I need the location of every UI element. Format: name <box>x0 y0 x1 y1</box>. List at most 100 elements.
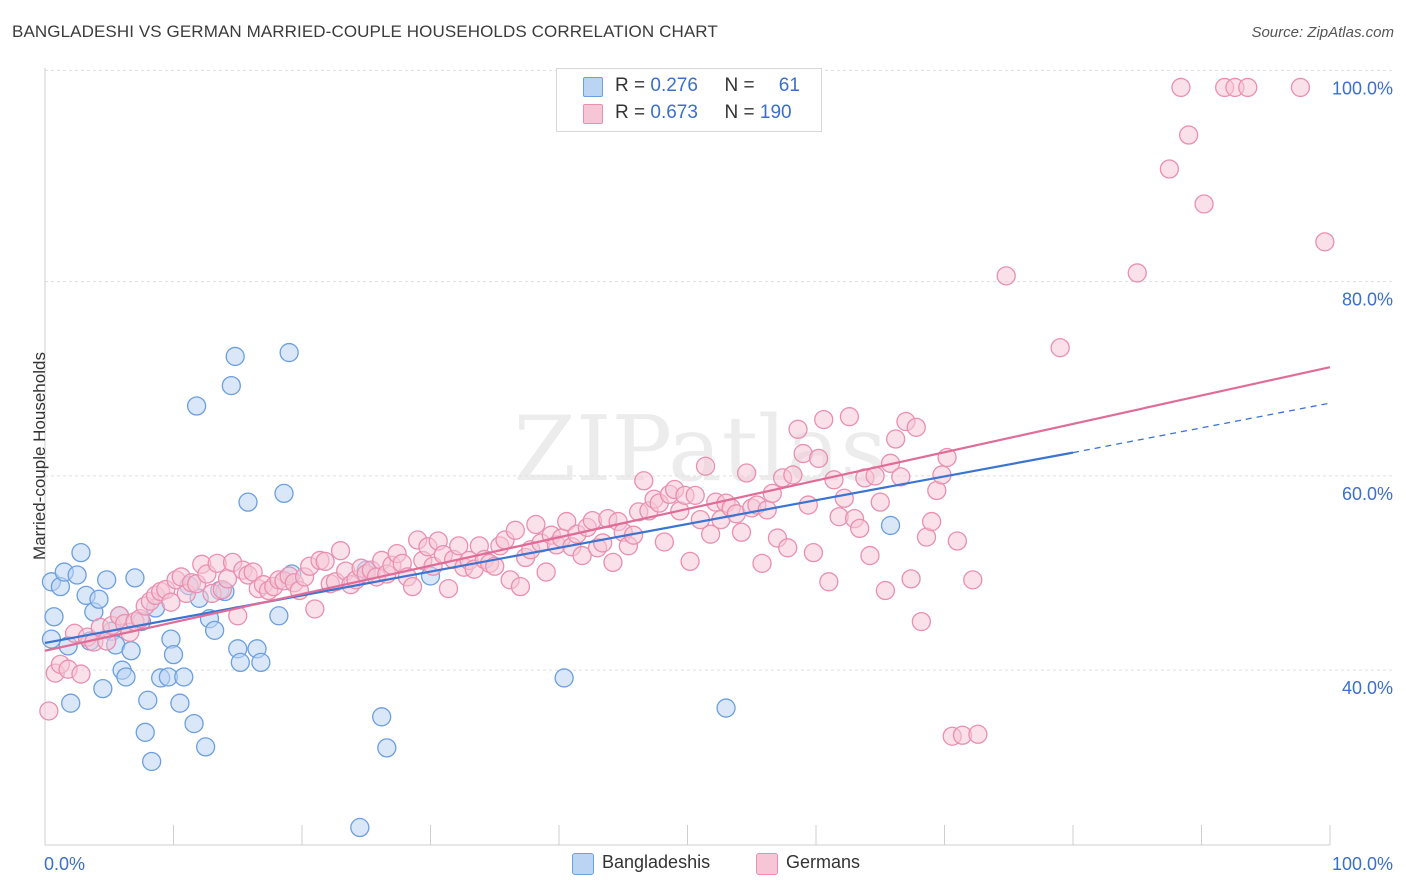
chart-title: BANGLADESHI VS GERMAN MARRIED-COUPLE HOU… <box>12 22 718 41</box>
bangladeshi-point <box>195 737 216 757</box>
german-point <box>968 724 988 744</box>
bangladeshi-point <box>880 515 901 536</box>
german-point <box>875 580 896 601</box>
data-points <box>39 77 1335 838</box>
german-point <box>1159 159 1180 179</box>
bangladeshi-point <box>41 629 62 649</box>
n-value: 190 <box>759 102 792 123</box>
r-value: 0.673 <box>650 102 698 123</box>
bangladeshi-point <box>89 589 109 609</box>
german-point <box>778 538 798 558</box>
bangladeshi-point <box>279 342 299 363</box>
y-tick-label: 40.0% <box>1342 678 1393 698</box>
bangladeshi-point <box>135 722 155 742</box>
bangladeshi-point <box>163 644 184 665</box>
y-tick-label: 60.0% <box>1342 484 1393 504</box>
bangladeshi-point <box>238 492 258 512</box>
german-point <box>736 463 757 483</box>
x-tick-label: 0.0% <box>44 854 85 874</box>
german-point <box>603 552 623 573</box>
german-trend-line <box>44 366 1331 652</box>
german-point <box>71 664 91 684</box>
bangladeshi-point <box>142 751 162 772</box>
german-point <box>906 417 926 438</box>
x-tick-label: 100.0% <box>1332 854 1393 874</box>
bangladeshi-point <box>186 396 207 416</box>
bangladeshi-point <box>67 565 87 585</box>
german-point <box>996 266 1016 286</box>
bangladeshi-point <box>125 568 145 588</box>
german-point <box>731 522 752 542</box>
pink-swatch-icon <box>756 853 778 875</box>
bangladeshi-point <box>377 738 397 758</box>
german-point <box>834 488 854 508</box>
bangladeshi-point <box>44 607 64 627</box>
bangladeshi-point <box>225 346 245 367</box>
bangladeshi-point <box>554 668 574 688</box>
bangladeshi-point <box>221 375 241 396</box>
german-point <box>680 551 700 572</box>
german-point <box>1238 77 1258 98</box>
bangladeshi-point <box>61 693 81 713</box>
pink-swatch-icon <box>583 104 603 124</box>
german-point <box>330 541 351 561</box>
bangladeshi-point <box>350 817 370 838</box>
blue-swatch-icon <box>572 853 594 875</box>
bangladeshi-point <box>184 713 204 734</box>
bangladeshi-point <box>138 690 158 710</box>
german-point <box>39 701 59 721</box>
german-point <box>850 518 870 539</box>
german-point <box>783 465 803 485</box>
tick-labels: 40.0% 60.0% 80.0% 100.0% 0.0% 100.0% <box>44 78 1393 874</box>
german-point <box>685 485 705 506</box>
bangladeshi-point <box>71 543 91 563</box>
german-point <box>1127 263 1147 283</box>
bangladeshi-point <box>121 641 141 661</box>
r-value: 0.276 <box>650 75 698 96</box>
bangladeshi-point <box>230 652 250 673</box>
german-point <box>402 576 423 597</box>
german-point <box>824 470 844 490</box>
bangladeshi-trend-line <box>44 451 1074 645</box>
german-point <box>886 429 906 449</box>
trend-lines <box>44 366 1331 652</box>
source-credit: Source: ZipAtlas.com <box>1251 24 1394 41</box>
german-point <box>305 599 325 619</box>
german-point <box>695 456 716 476</box>
bangladeshi-point <box>170 693 190 713</box>
german-point <box>700 524 721 544</box>
blue-swatch-icon <box>583 77 603 97</box>
y-axis-label: Married-couple Households <box>30 352 49 560</box>
german-point <box>1290 77 1311 98</box>
german-point <box>839 407 860 427</box>
german-point <box>593 533 613 553</box>
german-point <box>1179 125 1199 145</box>
german-point <box>485 556 505 576</box>
german-point <box>808 448 829 469</box>
bangladeshi-point <box>97 570 117 590</box>
german-point <box>1050 338 1070 358</box>
german-point <box>505 520 525 540</box>
german-point <box>1171 77 1191 98</box>
r-label: R = <box>615 75 646 96</box>
german-point <box>526 514 546 535</box>
german-point <box>161 592 181 612</box>
y-tick-label: 80.0% <box>1342 290 1393 310</box>
n-label: N = <box>724 75 755 96</box>
german-point <box>654 532 675 552</box>
bangladeshi-point <box>174 667 194 687</box>
bangladeshi-point <box>269 606 289 626</box>
german-point <box>449 536 469 556</box>
german-point <box>1194 194 1214 214</box>
bangladeshi-point <box>93 678 113 699</box>
german-point <box>1315 232 1335 252</box>
german-point <box>438 578 459 599</box>
german-point <box>891 467 911 487</box>
german-point <box>947 531 967 551</box>
german-point <box>803 543 824 563</box>
bangladeshi-point <box>251 652 271 673</box>
stats-box: R = 0.276 N = 61 R = 0.673 N = 190 <box>556 68 822 132</box>
german-point <box>901 569 921 589</box>
german-point <box>788 419 808 439</box>
